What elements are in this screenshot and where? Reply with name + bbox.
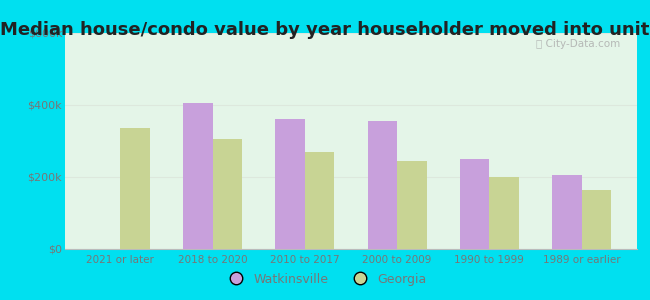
Bar xyxy=(552,175,582,249)
Text: Median house/condo value by year householder moved into unit: Median house/condo value by year househo… xyxy=(0,21,650,39)
Bar xyxy=(397,161,426,249)
Bar xyxy=(460,159,489,249)
Bar xyxy=(183,103,213,249)
Bar xyxy=(368,121,397,249)
Bar xyxy=(276,119,305,249)
Bar xyxy=(213,139,242,249)
Bar xyxy=(305,152,334,249)
Bar xyxy=(582,190,611,249)
Text: ⓘ City-Data.com: ⓘ City-Data.com xyxy=(536,40,620,50)
Bar xyxy=(489,177,519,249)
Legend: Watkinsville, Georgia: Watkinsville, Georgia xyxy=(218,268,432,291)
Bar xyxy=(120,128,150,249)
